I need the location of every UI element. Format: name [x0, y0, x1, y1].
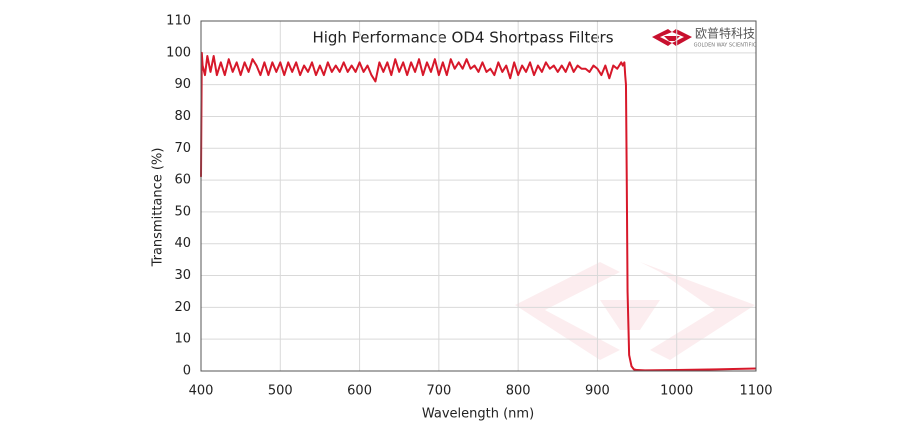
y-tick-label: 20	[174, 300, 191, 315]
y-tick-label: 70	[174, 141, 191, 156]
y-tick-label: 10	[174, 332, 191, 347]
plot-frame	[200, 20, 757, 372]
x-axis-label: Wavelength (nm)	[422, 407, 534, 422]
chart-title: High Performance OD4 Shortpass Filters	[312, 29, 613, 47]
x-tick-label: 700	[426, 384, 451, 399]
x-tick-label: 800	[506, 384, 531, 399]
y-tick-label: 100	[166, 45, 191, 60]
plot	[200, 51, 757, 372]
x-tick-label: 500	[268, 384, 293, 399]
logo-subtitle: GOLDEN WAY SCIENTIFIC	[694, 43, 757, 49]
x-tick-label: 900	[585, 384, 610, 399]
data-line	[200, 51, 757, 372]
logo-mark	[652, 29, 692, 46]
y-tick-label: 50	[174, 204, 191, 219]
y-tick-label: 90	[174, 77, 191, 92]
y-tick-label: 60	[174, 173, 191, 188]
logo-name: 欧普特科技	[695, 26, 755, 41]
y-tick-label: 0	[183, 364, 191, 379]
x-tick-label: 1000	[660, 384, 693, 399]
y-axis-label: Transmittance (%)	[151, 148, 166, 268]
grid: 0 10 20 30 40 50 60 70 80 90 100 110 400 500 600 700 800…	[166, 14, 772, 399]
x-tick-label: 400	[189, 384, 214, 399]
y-tick-label: 80	[174, 109, 191, 124]
y-tick-label: 40	[174, 236, 191, 251]
watermark	[515, 262, 755, 360]
x-tick-label: 1100	[739, 384, 772, 399]
y-tick-label: 30	[174, 268, 191, 283]
x-tick-label: 600	[347, 384, 372, 399]
y-tick-label: 110	[166, 14, 191, 29]
